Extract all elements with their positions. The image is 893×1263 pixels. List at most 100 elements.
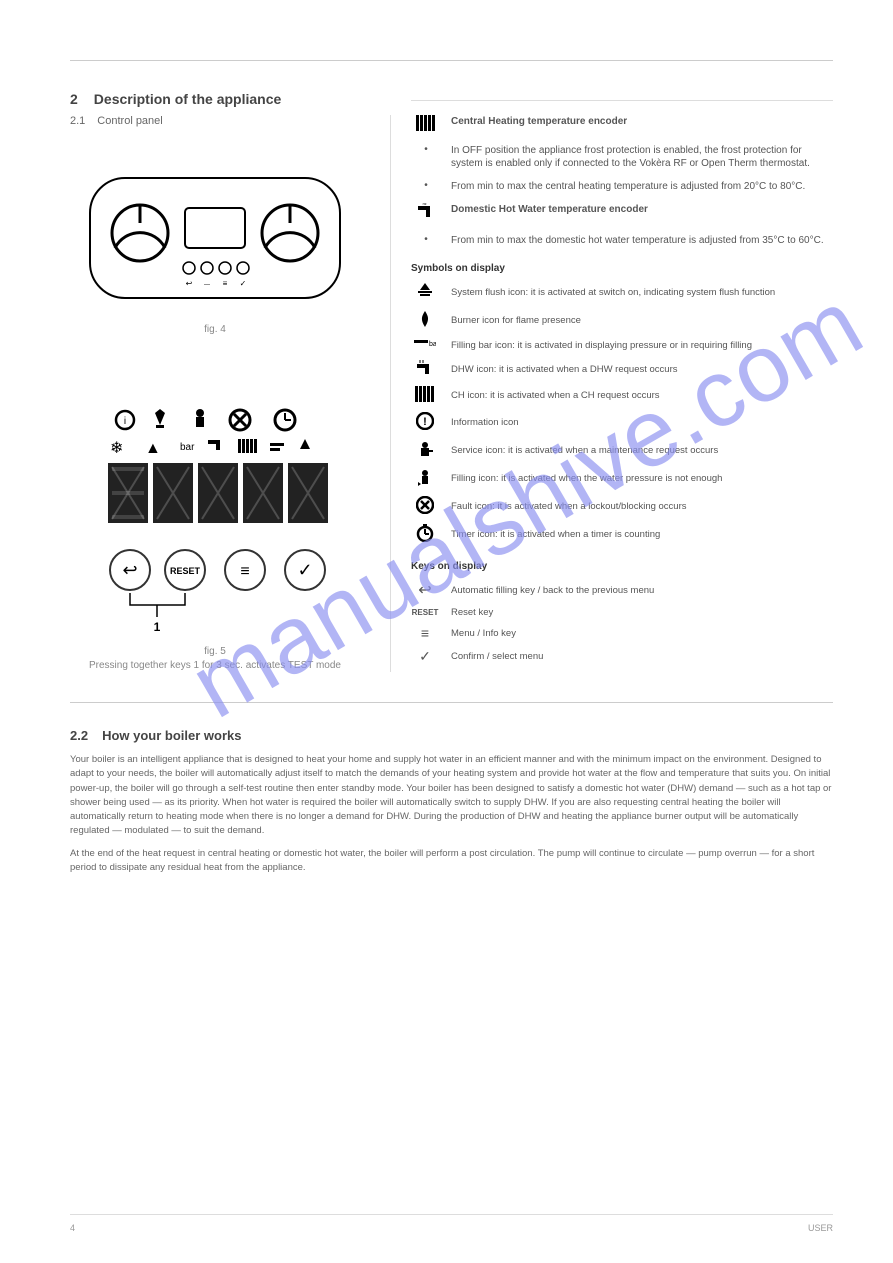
ch-encoder-row: Central Heating temperature encoder (411, 115, 833, 134)
info-icon: ! (411, 412, 439, 433)
dhw-encoder-row: ≋ Domestic Hot Water temperature encoder (411, 203, 833, 224)
sym-flame-text: Burner icon for flame presence (451, 315, 581, 326)
ch-encoder-heading: Central Heating temperature encoder (451, 115, 833, 128)
bottom-para-1: Your boiler is an intelligent appliance … (70, 753, 833, 839)
ch-off-bullet-row: • In OFF position the appliance frost pr… (411, 144, 833, 170)
ch-range-bullet-row: • From min to max the central heating te… (411, 180, 833, 193)
ch-off-text: In OFF position the appliance frost prot… (451, 144, 833, 170)
svg-text:≡: ≡ (223, 279, 228, 288)
dhw-range-bullet-row: • From min to max the domestic hot water… (411, 234, 833, 247)
key-confirm-text: Confirm / select menu (451, 651, 543, 662)
fig4-label: fig. 4 (70, 324, 360, 335)
page-container: 2 Description of the appliance 2.1 Contr… (0, 0, 893, 915)
tap-icon: ≋ (411, 203, 441, 224)
bullet-icon: • (411, 180, 441, 191)
sub-title: Control panel (97, 115, 162, 127)
section-number: 2 (70, 91, 78, 107)
display-figure: i ❄ ▲ bar (70, 395, 360, 671)
key-back-row: ↩ Automatic filling key / back to the pr… (411, 580, 833, 600)
sym-bar-row: bar Filling bar icon: it is activated in… (411, 338, 833, 353)
timer-icon (411, 524, 439, 545)
svg-text:!: ! (423, 416, 427, 428)
right-top-rule (411, 100, 833, 101)
sym-dhw-text: DHW icon: it is activated when a DHW req… (451, 364, 678, 375)
sub-number: 2.1 (70, 115, 85, 127)
back-icon: ↩ (411, 580, 439, 600)
flame-icon (411, 310, 439, 331)
sym-timer-text: Timer icon: it is activated when a timer… (451, 529, 660, 540)
key-reset-row: RESET Reset key (411, 607, 833, 618)
svg-text:RESET: RESET (170, 566, 201, 576)
sym-bar-text: Filling bar icon: it is activated in dis… (451, 340, 752, 351)
sym-flame-row: Burner icon for flame presence (411, 310, 833, 331)
sym-ch-row: CH icon: it is activated when a CH reque… (411, 386, 833, 405)
reset-icon: RESET (411, 608, 439, 617)
key-confirm-row: ✓ Confirm / select menu (411, 648, 833, 665)
svg-text:❄: ❄ (110, 440, 123, 457)
sym-fault-row: Fault icon: it is activated when a locko… (411, 496, 833, 517)
sym-timer-row: Timer icon: it is activated when a timer… (411, 524, 833, 545)
ch-range-text: From min to max the central heating temp… (451, 180, 833, 193)
sym-service-text: Service icon: it is activated when a mai… (451, 445, 718, 456)
sym-ch-text: CH icon: it is activated when a CH reque… (451, 390, 660, 401)
service-icon (411, 440, 439, 461)
svg-text:↩: ↩ (186, 279, 193, 288)
sym-dhw-row: DHW icon: it is activated when a DHW req… (411, 360, 833, 379)
bottom-section: 2.2 How your boiler works Your boiler is… (70, 728, 833, 875)
panel-svg: ↩ — ≡ ✓ (85, 173, 345, 313)
mid-rule (70, 702, 833, 703)
right-column: Central Heating temperature encoder • In… (390, 115, 833, 672)
key-back-text: Automatic filling key / back to the prev… (451, 585, 654, 596)
fault-icon (411, 496, 439, 517)
svg-text:≋: ≋ (422, 203, 427, 207)
key-reset-text: Reset key (451, 607, 493, 618)
top-rule (70, 60, 833, 61)
sym-info-row: ! Information icon (411, 412, 833, 433)
svg-text:↩: ↩ (122, 560, 137, 580)
keys-heading: Keys on display (411, 561, 833, 572)
fig5-label: fig. 5 (70, 646, 360, 657)
sym-filling-text: Filling icon: it is activated when the w… (451, 473, 722, 484)
filling-icon (411, 468, 439, 489)
bullet-icon: • (411, 144, 441, 155)
symbols-heading: Symbols on display (411, 263, 833, 274)
sym-info-text: Information icon (451, 417, 519, 428)
sub2-number: 2.2 (70, 728, 88, 743)
menu-icon: ≡ (411, 625, 439, 641)
key-menu-text: Menu / Info key (451, 628, 516, 639)
section-title: Description of the appliance (94, 91, 281, 107)
dhw-icon (411, 360, 439, 379)
display-svg: i ❄ ▲ bar (90, 395, 340, 635)
section-header: 2 Description of the appliance (70, 91, 833, 115)
flush-icon (411, 282, 439, 303)
key-menu-row: ≡ Menu / Info key (411, 625, 833, 641)
radiator-icon (411, 115, 441, 134)
confirm-icon: ✓ (411, 648, 439, 665)
sym-flush-text: System flush icon: it is activated at sw… (451, 287, 775, 298)
sym-service-row: Service icon: it is activated when a mai… (411, 440, 833, 461)
sub2-title: How your boiler works (102, 728, 241, 743)
sym-filling-row: Filling icon: it is activated when the w… (411, 468, 833, 489)
bar-icon: bar (411, 338, 439, 353)
svg-text:≡: ≡ (240, 563, 249, 580)
svg-text:bar: bar (180, 442, 195, 453)
svg-text:—: — (204, 282, 210, 288)
sym-flush-row: System flush icon: it is activated at sw… (411, 282, 833, 303)
footer-user-label: USER (808, 1223, 833, 1233)
subsection-header: 2.1 Control panel (70, 115, 360, 133)
dhw-range-text: From min to max the domestic hot water t… (451, 234, 833, 247)
svg-text:✓: ✓ (297, 560, 312, 580)
bullet-icon: • (411, 234, 441, 245)
ch-icon (411, 386, 439, 405)
svg-text:▲: ▲ (145, 440, 161, 457)
page-footer: 4 USER (70, 1214, 833, 1233)
bottom-para-2: At the end of the heat request in centra… (70, 847, 833, 876)
footer-page-number: 4 (70, 1223, 75, 1233)
svg-text:✓: ✓ (240, 279, 247, 288)
svg-text:i: i (124, 416, 126, 427)
display-caption: Pressing together keys 1 for 3 sec. acti… (70, 660, 360, 671)
control-panel-figure: ↩ — ≡ ✓ fig. 4 (70, 173, 360, 335)
dhw-encoder-heading: Domestic Hot Water temperature encoder (451, 203, 833, 216)
svg-text:1: 1 (154, 620, 161, 634)
left-column: 2.1 Control panel (70, 115, 360, 672)
